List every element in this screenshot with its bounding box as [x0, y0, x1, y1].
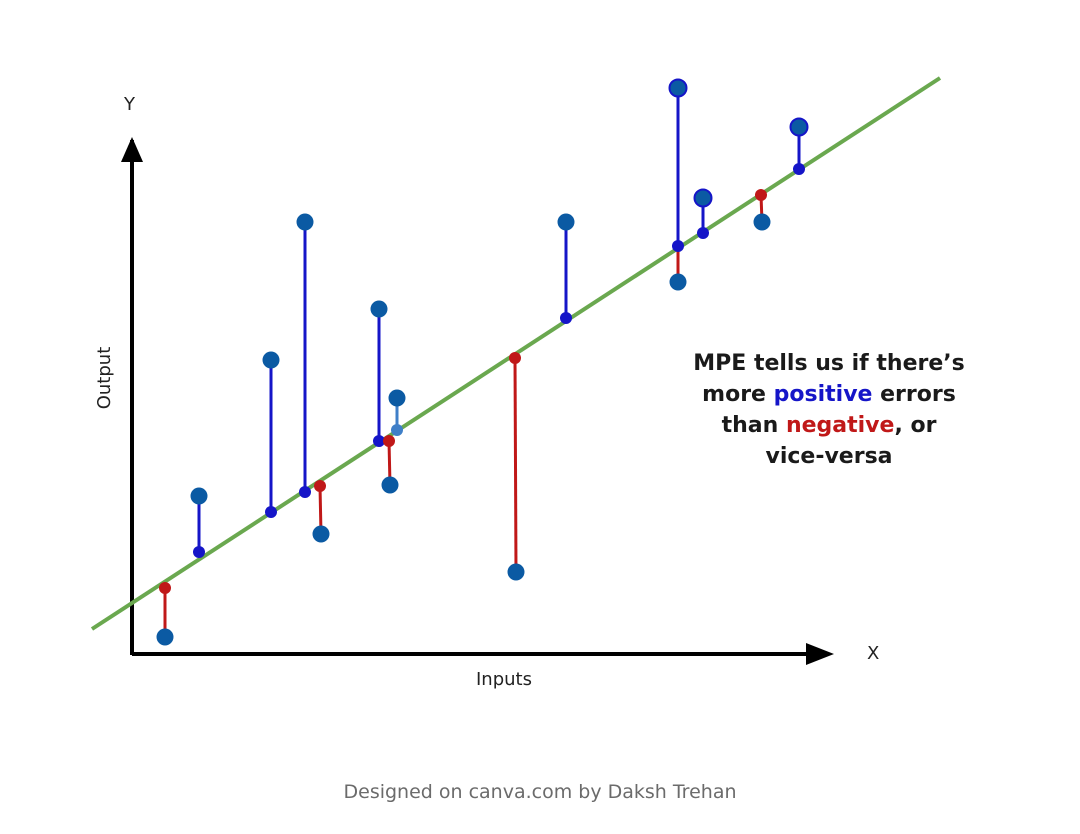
annotation-text: , or: [894, 413, 936, 438]
image-caption: Designed on canva.com by Daksh Trehan: [343, 781, 737, 803]
residual-negative: [513, 357, 518, 573]
fitted-point: [793, 163, 805, 175]
y-axis-arrowhead: [121, 137, 143, 162]
data-points: [156, 78, 809, 646]
fitted-point: [193, 546, 205, 558]
fitted-point: [672, 240, 684, 252]
data-point: [312, 525, 330, 543]
data-point: [693, 188, 713, 208]
data-point: [381, 476, 399, 494]
data-point: [370, 300, 388, 318]
data-point: [262, 351, 280, 369]
annotation-negative-word: negative: [786, 413, 895, 438]
data-point: [388, 389, 406, 407]
data-point: [669, 273, 687, 291]
data-point: [557, 213, 575, 231]
annotation-text: more: [702, 382, 773, 407]
mpe-annotation: MPE tells us if there’s more positive er…: [693, 351, 965, 469]
fitted-point: [373, 435, 385, 447]
fitted-point: [755, 189, 767, 201]
annotation-line-2: more positive errors: [702, 382, 956, 407]
fitted-points-positive: [193, 163, 805, 558]
positive-residuals: [197, 88, 801, 552]
fitted-points-negative: [159, 189, 767, 594]
annotation-line-4: vice-versa: [765, 444, 892, 469]
fitted-point: [697, 227, 709, 239]
data-point: [753, 213, 771, 231]
data-point: [190, 487, 208, 505]
x-axis-letter: X: [867, 643, 879, 664]
fitted-point: [314, 480, 326, 492]
negative-residuals: [163, 194, 764, 637]
annotation-text: errors: [872, 382, 955, 407]
data-point: [156, 628, 174, 646]
data-point: [789, 117, 809, 137]
y-axis-label: Output: [94, 347, 115, 410]
data-point: [507, 563, 525, 581]
annotation-line-1: MPE tells us if there’s: [693, 351, 965, 376]
fitted-point: [299, 486, 311, 498]
x-axis-label: Inputs: [476, 669, 532, 690]
annotation-positive-word: positive: [774, 382, 873, 407]
fitted-point: [560, 312, 572, 324]
fitted-point: [383, 435, 395, 447]
annotation-text: than: [722, 413, 786, 438]
data-point: [668, 78, 688, 98]
fitted-point: [159, 582, 171, 594]
y-axis-letter: Y: [123, 94, 136, 115]
fitted-point: [509, 352, 521, 364]
x-axis-arrowhead: [806, 643, 834, 665]
annotation-line-3: than negative, or: [722, 413, 937, 438]
fitted-point: [391, 424, 403, 436]
fitted-point: [265, 506, 277, 518]
data-point: [296, 213, 314, 231]
